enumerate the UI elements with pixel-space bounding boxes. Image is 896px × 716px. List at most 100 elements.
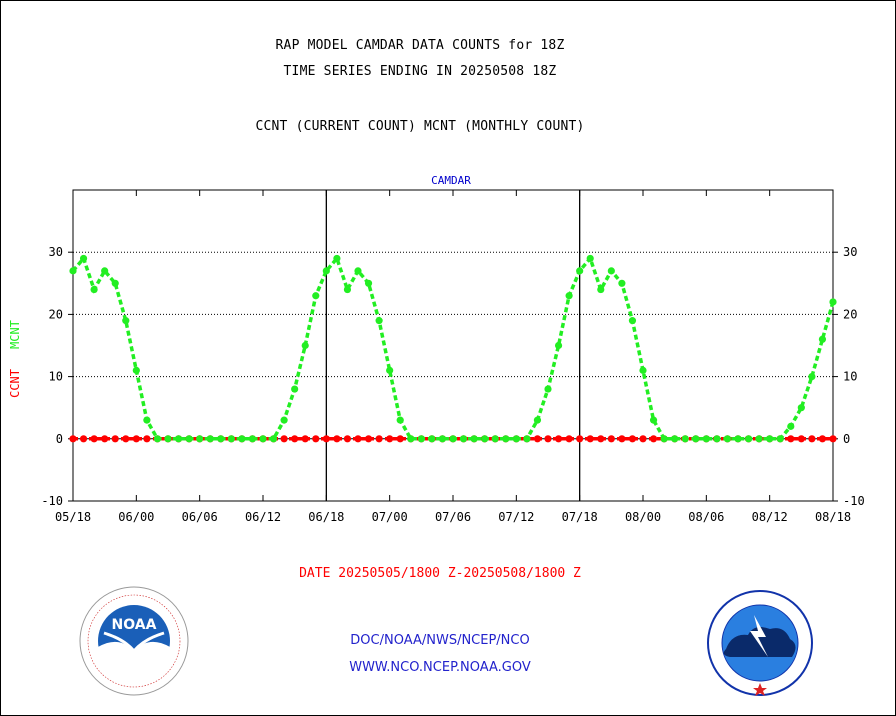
data-point-mcnt (164, 435, 172, 443)
data-point-mcnt (438, 435, 447, 443)
data-point-mcnt (69, 267, 77, 275)
data-point-ccnt (291, 435, 299, 443)
data-point-ccnt (322, 435, 330, 443)
data-point-ccnt (301, 435, 309, 443)
data-point-mcnt (79, 254, 88, 263)
chart-title-line2: TIME SERIES ENDING IN 20250508 18Z (283, 64, 557, 79)
data-point-ccnt (628, 435, 637, 443)
noaa-logo: NOAA (79, 586, 189, 696)
data-point-ccnt (597, 435, 605, 443)
data-point-mcnt (723, 435, 732, 443)
x-tick-label: 07/00 (372, 510, 408, 524)
data-point-mcnt (797, 404, 805, 412)
nws-logo (707, 590, 813, 696)
data-point-ccnt (533, 435, 542, 443)
data-point-mcnt (90, 285, 98, 294)
website-link[interactable]: WWW.NCO.NCEP.NOAA.GOV (349, 660, 531, 675)
data-point-mcnt (291, 385, 299, 393)
data-point-mcnt (343, 285, 352, 294)
data-point-mcnt (776, 435, 784, 443)
data-point-mcnt (671, 435, 679, 443)
x-tick-label: 05/18 (55, 510, 91, 524)
data-point-mcnt (459, 435, 468, 443)
data-point-mcnt (829, 298, 837, 306)
data-point-mcnt (238, 435, 246, 443)
data-point-ccnt (90, 435, 98, 443)
data-point-ccnt (354, 435, 362, 443)
data-point-mcnt (639, 366, 647, 374)
y-tick-label-left: 10 (49, 370, 63, 384)
org-path: DOC/NOAA/NWS/NCEP/NCO (350, 633, 530, 648)
y-tick-label-left: -10 (41, 494, 63, 508)
data-point-mcnt (196, 435, 204, 443)
x-tick-label: 07/18 (562, 510, 598, 524)
data-point-mcnt (143, 416, 151, 424)
data-point-ccnt (101, 435, 109, 443)
data-point-ccnt (69, 435, 77, 443)
data-point-mcnt (227, 435, 235, 443)
data-point-ccnt (586, 435, 594, 443)
data-point-ccnt (544, 435, 552, 443)
data-point-ccnt (618, 435, 626, 443)
data-point-ccnt (818, 435, 827, 443)
data-point-mcnt (481, 435, 489, 443)
data-point-mcnt (818, 335, 827, 343)
data-point-mcnt (386, 366, 394, 374)
data-point-mcnt (354, 267, 362, 275)
data-point-mcnt (628, 317, 637, 325)
data-point-ccnt (808, 435, 816, 443)
data-point-mcnt (787, 422, 795, 430)
data-point-mcnt (597, 285, 605, 294)
data-point-mcnt (101, 267, 109, 275)
data-point-mcnt (702, 435, 710, 443)
panel-title: CAMDAR (431, 174, 471, 187)
x-tick-label: 06/06 (182, 510, 218, 524)
x-tick-label: 08/12 (752, 510, 788, 524)
data-point-mcnt (586, 254, 594, 263)
data-point-ccnt (576, 435, 584, 443)
data-point-mcnt (217, 435, 225, 443)
x-tick-label: 08/06 (688, 510, 724, 524)
data-point-ccnt (607, 435, 615, 443)
data-point-ccnt (79, 435, 88, 443)
data-point-mcnt (396, 416, 404, 424)
data-point-mcnt (734, 435, 742, 443)
data-point-mcnt (491, 435, 499, 443)
data-point-ccnt (386, 435, 394, 443)
data-point-mcnt (766, 435, 774, 443)
data-point-mcnt (174, 435, 183, 443)
date-range: DATE 20250505/1800 Z-20250508/1800 Z (299, 566, 581, 581)
data-point-mcnt (122, 317, 130, 325)
axes: -10 -10 0 0 10 10 20 20 30 30 05/18 06/00 06/06 06/12… (41, 189, 865, 524)
data-point-mcnt (692, 435, 700, 443)
data-point-mcnt (132, 366, 140, 374)
data-point-mcnt (449, 435, 457, 443)
data-point-mcnt (470, 435, 478, 443)
data-point-ccnt (649, 435, 658, 443)
data-point-mcnt (755, 435, 763, 443)
data-point-mcnt (269, 435, 278, 443)
y-axis-label-group: CCNT MCNT (8, 320, 22, 398)
data-point-mcnt (576, 267, 584, 275)
data-point-mcnt (417, 435, 425, 443)
data-point-mcnt (301, 341, 309, 350)
data-point-mcnt (713, 435, 721, 443)
y-tick-label-left: 20 (49, 307, 63, 321)
data-point-ccnt (829, 435, 837, 443)
data-point-ccnt (565, 435, 573, 443)
x-tick-label: 06/18 (308, 510, 344, 524)
data-point-ccnt (396, 435, 404, 443)
y-tick-label-right: -10 (843, 494, 865, 508)
y-label-mcnt: MCNT (8, 320, 22, 349)
data-point-mcnt (808, 373, 816, 381)
data-point-mcnt (111, 279, 119, 287)
chart-title-line1: RAP MODEL CAMDAR DATA COUNTS for 18Z (275, 38, 565, 53)
data-point-mcnt (554, 341, 563, 350)
data-point-mcnt (544, 385, 552, 393)
data-point-mcnt (744, 435, 753, 443)
y-tick-label-right: 20 (843, 307, 857, 321)
data-point-mcnt (428, 435, 436, 443)
data-point-ccnt (333, 435, 341, 443)
y-axis-series-labels: CCNT MCNT (8, 320, 22, 398)
